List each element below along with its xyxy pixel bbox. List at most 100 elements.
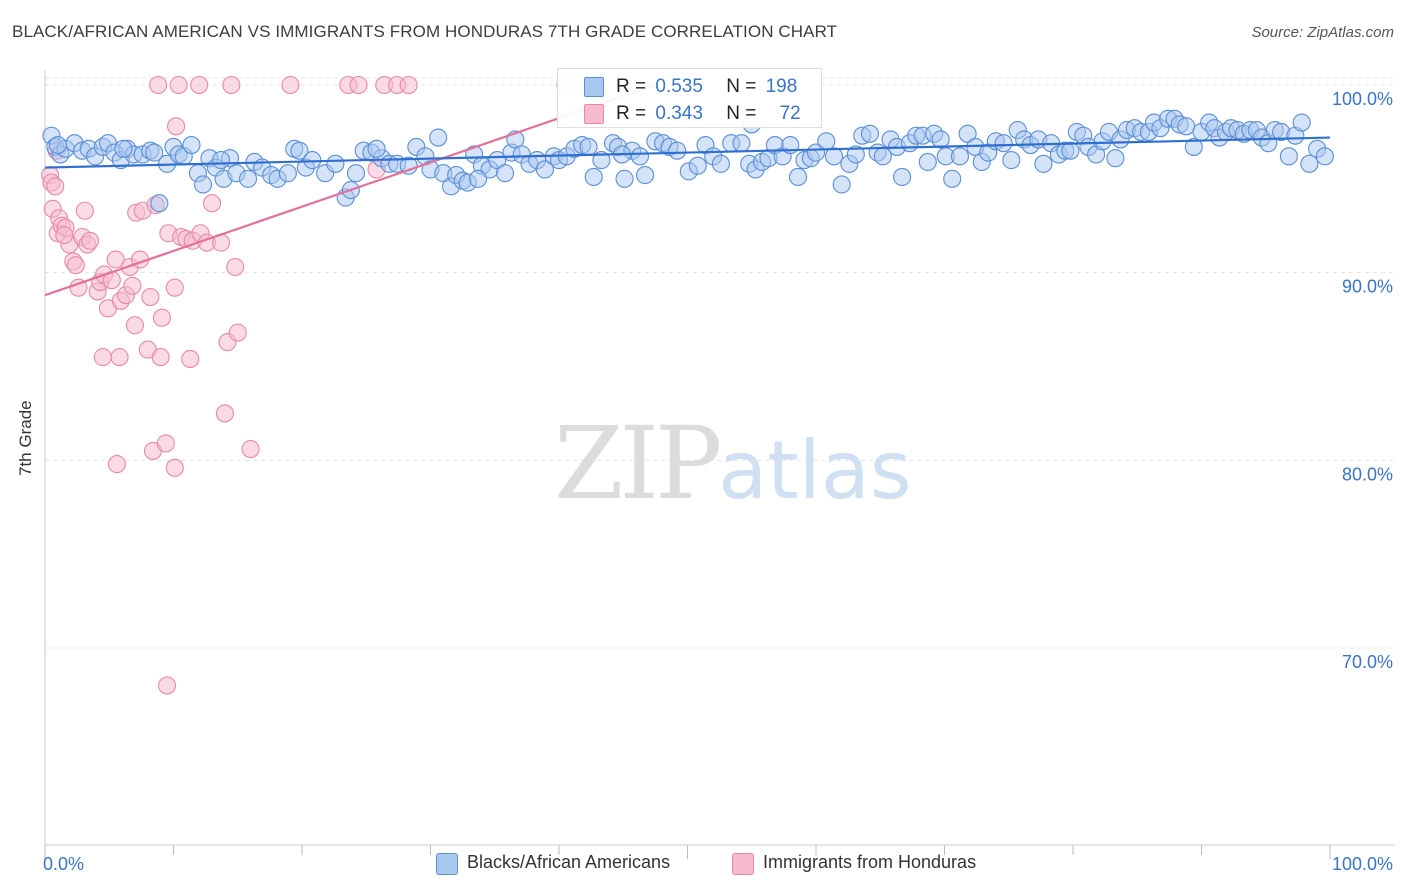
data-point-black [950, 147, 969, 166]
data-point-black [429, 128, 448, 147]
data-point-honduras [80, 231, 100, 250]
data-point-black [150, 194, 169, 213]
data-point-black [278, 164, 297, 183]
x-tick-label-min: 0.0% [43, 854, 84, 874]
y-axis-label: 7th Grade [16, 400, 35, 476]
watermark-zip: ZIP [554, 405, 722, 522]
data-point-black [367, 139, 386, 158]
data-point-honduras [66, 256, 85, 275]
data-point-black [688, 156, 707, 175]
chart-title: BLACK/AFRICAN AMERICAN VS IMMIGRANTS FRO… [12, 22, 838, 41]
data-point-black [832, 175, 851, 194]
data-point-black [114, 139, 133, 158]
data-point-black [1002, 151, 1021, 170]
data-point-black [1184, 137, 1203, 156]
data-point-black [211, 151, 231, 170]
data-point-black [1034, 154, 1053, 173]
data-point-honduras [399, 75, 418, 95]
data-point-black [1106, 149, 1125, 168]
data-point-black [711, 154, 730, 173]
data-point-black [1300, 154, 1319, 173]
y-tick-label: 100.0% [1332, 89, 1393, 109]
data-point-black [145, 143, 164, 162]
data-point-honduras [156, 434, 175, 453]
data-point-black [399, 156, 418, 175]
data-point-black [346, 164, 366, 183]
data-point-black [48, 136, 67, 155]
data-point-honduras [151, 348, 170, 367]
data-point-honduras [203, 194, 222, 213]
data-point-black [615, 169, 634, 188]
data-point-black [931, 130, 950, 149]
data-point-black [584, 167, 603, 187]
data-point-black [535, 160, 554, 179]
data-point-black [994, 134, 1013, 153]
trend-line-honduras [44, 83, 656, 297]
bottom-legend-swatch-blue [436, 853, 458, 875]
axes [44, 70, 1395, 859]
data-point-black [918, 152, 937, 171]
watermark-atlas: atlas [718, 424, 912, 517]
watermark: ZIPatlas [554, 405, 912, 522]
data-point-black [1292, 113, 1311, 132]
data-point-honduras [228, 323, 247, 342]
data-point-black [636, 166, 655, 185]
data-point-honduras [215, 404, 234, 423]
data-point-honduras [141, 288, 160, 307]
data-point-black [630, 147, 650, 166]
y-tick-label: 90.0% [1342, 277, 1393, 297]
data-point-honduras [181, 349, 200, 369]
y-tick-labels: 70.0% 80.0% 90.0% 100.0% [1332, 89, 1393, 672]
data-point-black [1315, 147, 1334, 166]
data-point-honduras [75, 201, 94, 220]
data-point-black [290, 141, 309, 160]
legend-swatch-blue [584, 77, 604, 97]
legend-n-value-2: 72 [779, 103, 801, 124]
data-point-honduras [149, 75, 168, 95]
data-point-honduras [106, 250, 125, 269]
data-point-black [1061, 141, 1080, 160]
data-point-honduras [107, 455, 127, 474]
x-tick-label-max: 100.0% [1332, 854, 1393, 874]
data-point-honduras [152, 308, 171, 327]
data-point-black [592, 151, 611, 170]
data-point-black [668, 141, 687, 160]
legend-n-value-1: 198 [765, 76, 798, 97]
bottom-legend-label-1: Blacks/African Americans [467, 852, 671, 872]
data-point-black [732, 134, 751, 153]
bottom-legend-label-2: Immigrants from Honduras [763, 852, 977, 872]
data-point-honduras [110, 348, 129, 367]
data-point-black [806, 143, 826, 162]
data-point-honduras [165, 278, 184, 297]
data-point-black [860, 124, 880, 143]
data-point-black [1279, 147, 1298, 166]
data-point-honduras [169, 75, 188, 95]
data-point-honduras [226, 257, 245, 277]
bottom-legend-swatch-pink [732, 853, 754, 875]
stats-legend: R = 0.535 N = 198 R = 0.343 N = 72 [557, 68, 822, 128]
legend-r-label-1: R = [616, 76, 647, 97]
legend-r-value-1: 0.535 [655, 76, 703, 97]
data-point-honduras [190, 75, 209, 95]
data-point-black [326, 154, 345, 173]
y-tick-label: 70.0% [1342, 652, 1393, 672]
legend-n-label-2: N = [726, 103, 757, 124]
y-tick-label: 80.0% [1342, 464, 1393, 484]
legend-row-1: R = 0.535 N = 198 [616, 76, 797, 98]
data-point-honduras [55, 226, 74, 245]
trend-lines [44, 83, 1331, 297]
data-point-honduras [93, 348, 112, 367]
legend-swatch-pink [584, 104, 604, 124]
data-point-honduras [46, 177, 65, 196]
data-point-black [303, 151, 322, 170]
data-point-honduras [158, 676, 177, 695]
data-point-black [468, 169, 488, 188]
data-point-honduras [222, 75, 241, 95]
legend-r-label-2: R = [616, 103, 647, 124]
data-point-honduras [281, 75, 300, 95]
data-point-honduras [167, 117, 186, 136]
legend-r-value-2: 0.343 [655, 103, 703, 124]
data-point-black [824, 147, 844, 166]
data-point-black [495, 164, 515, 183]
data-point-black [817, 132, 836, 151]
